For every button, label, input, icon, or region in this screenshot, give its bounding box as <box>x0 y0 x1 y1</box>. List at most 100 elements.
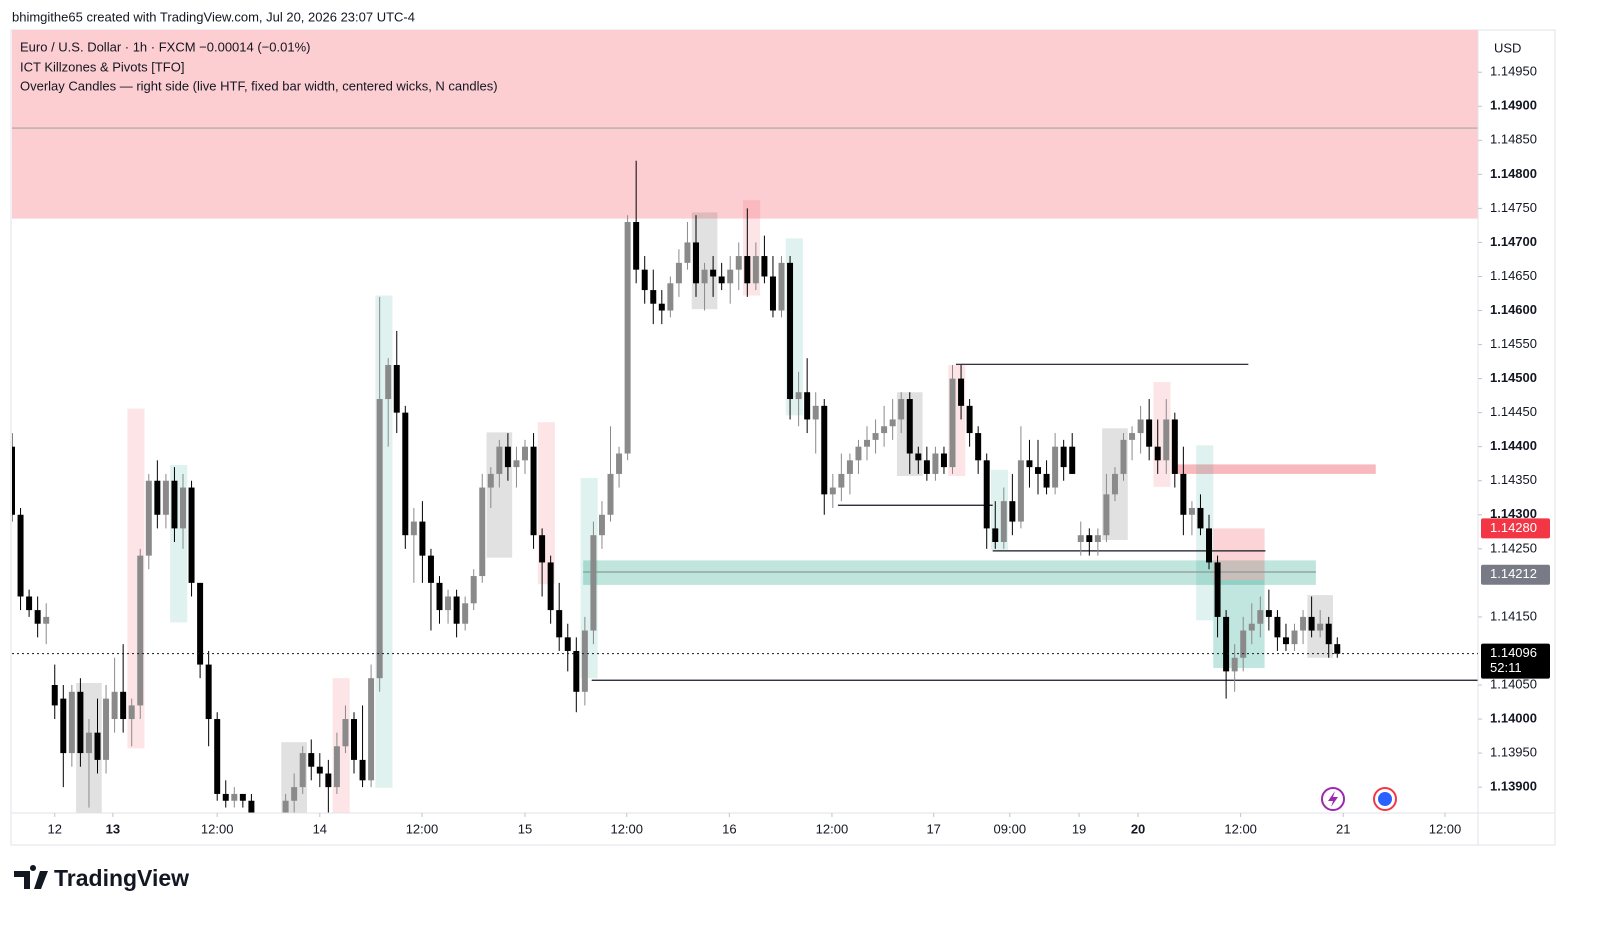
candle-body <box>778 262 785 311</box>
price-tag <box>1481 643 1550 679</box>
candle-body <box>932 453 939 474</box>
candle-body <box>436 582 443 611</box>
y-tick-label: 1.14950 <box>1490 64 1537 79</box>
candle-body <box>299 753 306 788</box>
candle-body <box>1214 562 1221 617</box>
candle-body <box>12 446 15 515</box>
candle-body <box>1274 616 1281 638</box>
candle-body <box>693 242 700 284</box>
candle-body <box>205 664 212 720</box>
candle-body <box>1223 616 1230 672</box>
candle-body <box>103 698 110 760</box>
candle-body <box>838 473 845 488</box>
candle-body <box>111 691 118 720</box>
candle-body <box>718 276 725 284</box>
candle-body <box>1052 446 1059 488</box>
y-tick-label: 1.14300 <box>1490 506 1537 521</box>
x-tick-label: 15 <box>518 821 532 836</box>
candle-body <box>197 582 204 665</box>
candle-body <box>787 262 794 400</box>
price-tag-label: 1.14212 <box>1490 566 1537 581</box>
candle-body <box>641 269 648 291</box>
candle-body <box>906 399 913 454</box>
candle-body <box>51 684 58 706</box>
candle-body <box>180 487 186 529</box>
candle-body <box>342 719 349 747</box>
candle-body <box>1000 501 1007 543</box>
candle-body <box>291 787 298 801</box>
candle-body <box>915 453 922 461</box>
zone <box>583 560 1316 585</box>
candle-body <box>1291 630 1298 645</box>
candle-body <box>829 487 836 495</box>
candle-body <box>701 269 708 284</box>
candle-body <box>427 555 434 583</box>
candle-body <box>1248 623 1255 631</box>
icon-globe[interactable] <box>1373 787 1397 811</box>
candle-body <box>1325 623 1332 645</box>
candle-body <box>761 256 768 277</box>
candle-body <box>410 521 417 536</box>
candle-body <box>667 283 674 311</box>
candle-body <box>889 419 896 427</box>
y-tick-label: 1.14250 <box>1490 540 1537 555</box>
y-tick-label: 1.14400 <box>1490 438 1537 453</box>
candle-body <box>1017 460 1024 522</box>
header: bhimgithe65 created with TradingView.com… <box>12 9 415 24</box>
candle-body <box>145 480 152 556</box>
candle-body <box>162 480 169 515</box>
candle-body <box>17 514 24 597</box>
session-box <box>1196 445 1214 621</box>
candle-body <box>864 439 871 447</box>
candle-body <box>812 405 819 420</box>
legend-line: ICT Killzones & Pivots [TFO] <box>20 59 184 74</box>
price-tag <box>1481 564 1550 585</box>
candle-body <box>1265 610 1272 617</box>
legend-line: Overlay Candles — right side (live HTF, … <box>20 78 498 93</box>
candle-body <box>1231 657 1238 672</box>
candle-body <box>1009 501 1016 522</box>
candle-body <box>351 719 357 760</box>
candle-body <box>675 262 682 284</box>
candle-body <box>1137 419 1144 434</box>
candle-body <box>1317 623 1324 631</box>
candle-body <box>804 392 811 420</box>
candle-body <box>1334 644 1341 654</box>
candle-body <box>368 678 375 781</box>
candle-body <box>881 426 888 434</box>
candle-body <box>872 433 879 440</box>
candle-body <box>539 535 546 563</box>
candle-body <box>598 514 605 536</box>
candle-body <box>633 222 640 270</box>
currency: USD <box>1494 40 1521 55</box>
candle-body <box>769 276 776 311</box>
candle-body <box>94 732 101 760</box>
x-tick-label: 13 <box>106 821 120 836</box>
y-tick-label: 1.14050 <box>1490 676 1537 691</box>
candle-body <box>1094 535 1101 543</box>
candle-body <box>239 793 246 801</box>
candle-body <box>821 405 828 495</box>
y-tick-label: 1.14350 <box>1490 472 1537 487</box>
brand-logo: TradingView <box>14 864 189 891</box>
candle-body <box>710 269 717 277</box>
candle-body <box>470 576 477 604</box>
y-tick-label: 1.14900 <box>1490 98 1537 113</box>
candle-body <box>744 256 751 284</box>
y-tick-label: 1.13950 <box>1490 745 1537 760</box>
candle-body <box>137 555 144 706</box>
countdown: 52:11 <box>1490 660 1522 675</box>
y-tick-label: 1.14500 <box>1490 370 1537 385</box>
icon-lightning[interactable] <box>1321 787 1345 811</box>
candle-body <box>188 487 195 583</box>
y-tick-label: 1.13900 <box>1490 779 1537 794</box>
x-tick-label: 16 <box>722 821 736 836</box>
candle-body <box>556 610 563 638</box>
candle-body <box>214 719 221 794</box>
x-tick-label: 09:00 <box>994 821 1027 836</box>
candle-body <box>325 773 332 788</box>
candle-body <box>898 399 905 420</box>
candle-body <box>171 480 178 529</box>
